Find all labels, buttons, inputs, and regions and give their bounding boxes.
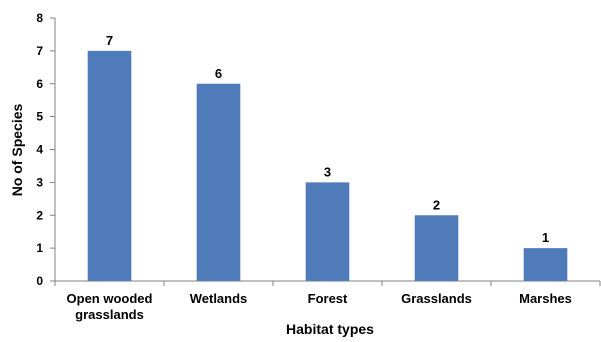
bar [196, 83, 241, 281]
x-tick-label-line: Wetlands [190, 291, 248, 306]
data-label: 7 [106, 33, 113, 48]
y-tick-label: 6 [36, 77, 43, 91]
x-tick-label-line: Forest [308, 291, 348, 306]
x-tick-label-line: Grasslands [401, 291, 472, 306]
y-tick-label: 5 [36, 110, 43, 124]
x-tick-label: Wetlands [190, 291, 248, 306]
x-tick-label: Open wooded grasslands [67, 291, 153, 322]
data-label: 2 [433, 197, 440, 212]
data-label: 1 [542, 230, 549, 245]
data-label: 6 [215, 66, 222, 81]
bar [305, 182, 350, 281]
bar [414, 215, 459, 281]
y-tick-label: 8 [36, 11, 43, 25]
y-tick-label: 1 [36, 241, 43, 255]
x-tick-label-line: Marshes [519, 291, 572, 306]
x-tick-label-line: Open wooded [67, 291, 153, 306]
y-tick-label: 4 [36, 143, 43, 157]
plot-area: 0 1 2 3 4 5 6 7 8 7 Open wooded grasslands 6 Wetlands… [36, 11, 601, 322]
x-axis-title: Habitat types [286, 321, 374, 337]
y-tick-label: 0 [36, 274, 43, 288]
bar [523, 248, 568, 281]
y-tick-label: 7 [36, 44, 43, 58]
x-tick-label-line: grasslands [75, 307, 144, 322]
y-tick-label: 2 [36, 208, 43, 222]
y-tick-label: 3 [36, 175, 43, 189]
x-tick-label: Marshes [519, 291, 572, 306]
bar [87, 50, 132, 281]
x-tick-label: Grasslands [401, 291, 472, 306]
x-tick-label: Forest [308, 291, 348, 306]
y-axis-title: No of Species [9, 104, 25, 197]
data-label: 3 [324, 164, 331, 179]
